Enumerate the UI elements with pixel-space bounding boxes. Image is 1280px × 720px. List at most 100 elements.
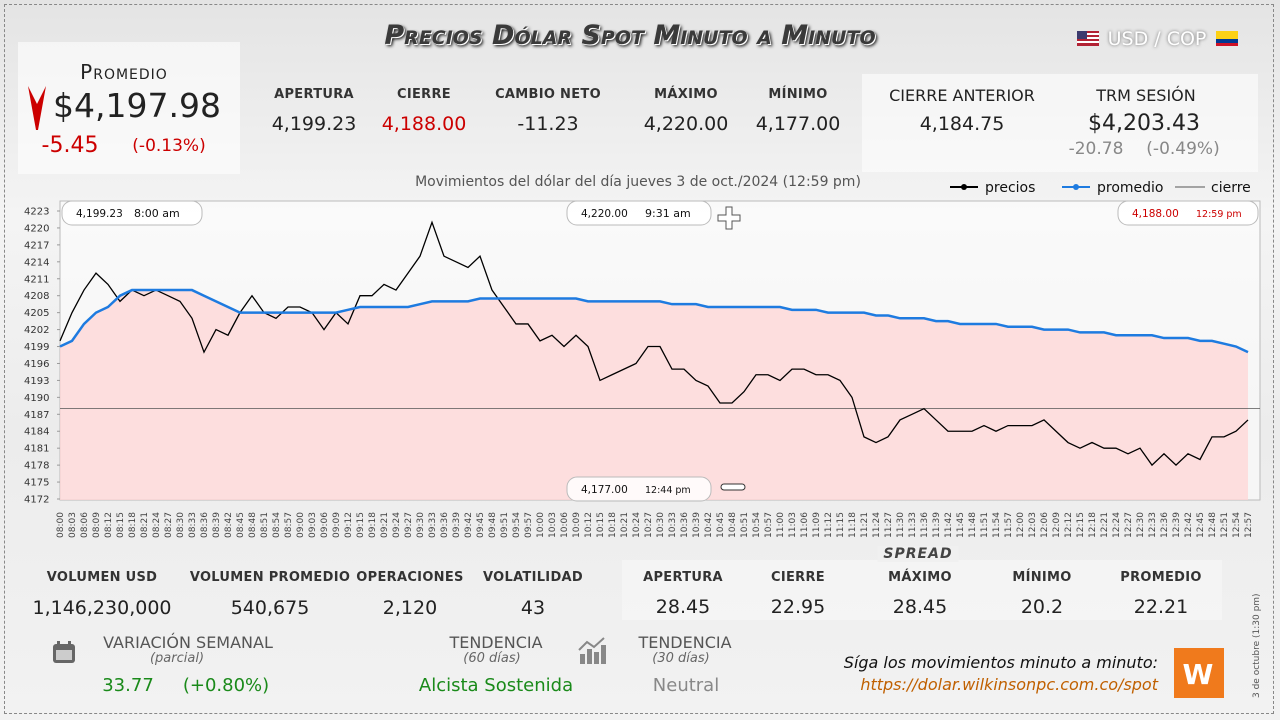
x-tick-label: 09:24	[392, 512, 402, 538]
footer-text: Síga los movimientos minuto a minuto:	[843, 653, 1158, 672]
spread-box	[622, 560, 1222, 620]
x-tick-label: 12:30	[1136, 512, 1146, 538]
stat-label: VOLATILIDAD	[483, 570, 583, 585]
y-tick-label: 4178	[24, 461, 49, 472]
x-tick-label: 11:33	[908, 512, 918, 538]
annotation-value: 4,188.00	[1132, 208, 1179, 220]
trend-icon	[578, 637, 606, 664]
x-tick-label: 12:54	[1232, 512, 1242, 538]
x-tick-label: 12:27	[1124, 512, 1134, 538]
x-tick-label: 11:27	[884, 512, 894, 538]
x-tick-label: 12:48	[1208, 512, 1218, 538]
spread-value: 28.45	[892, 596, 948, 618]
session-label: CAMBIO NETO	[495, 87, 601, 102]
weekly-label: VARIACIÓN SEMANAL	[103, 633, 273, 652]
spread-value: 28.45	[655, 596, 711, 618]
x-tick-label: 11:18	[848, 512, 858, 538]
minus-icon	[720, 483, 746, 491]
x-tick-label: 10:42	[704, 512, 714, 538]
stat-label: VOLUMEN USD	[46, 570, 158, 585]
x-tick-label: 12:36	[1160, 512, 1170, 538]
x-tick-label: 08:57	[284, 512, 294, 538]
x-tick-label: 10:45	[716, 512, 726, 538]
spread-label: APERTURA	[643, 570, 723, 585]
x-tick-label: 10:36	[680, 512, 690, 538]
x-tick-label: 11:57	[1004, 512, 1014, 538]
trend30-sub: (30 días)	[652, 651, 710, 666]
x-tick-label: 09:06	[320, 512, 330, 538]
y-tick-label: 4220	[24, 223, 49, 234]
legend-dot	[1073, 184, 1079, 190]
x-tick-label: 12:03	[1028, 512, 1038, 538]
y-tick-label: 4202	[24, 325, 49, 336]
co-flag	[1216, 31, 1238, 46]
stat-value: 43	[520, 597, 546, 619]
x-tick-label: 09:00	[296, 512, 306, 538]
spread-value: 20.2	[1020, 596, 1064, 618]
annotation-value: 4,177.00	[581, 484, 628, 496]
x-tick-label: 10:00	[536, 512, 546, 538]
y-tick-label: 4172	[24, 495, 49, 506]
x-tick-label: 11:12	[824, 512, 834, 538]
x-tick-label: 10:09	[572, 512, 582, 538]
x-tick-label: 08:42	[224, 512, 234, 538]
weekly-change: 33.77	[102, 675, 154, 696]
x-tick-label: 12:18	[1088, 512, 1098, 538]
x-tick-label: 09:51	[500, 512, 510, 538]
x-tick-label: 12:57	[1244, 512, 1254, 538]
x-tick-label: 08:03	[68, 512, 78, 538]
x-tick-label: 08:06	[80, 512, 90, 538]
x-tick-label: 12:06	[1040, 512, 1050, 538]
calendar-icon	[53, 641, 75, 663]
session-value: 4,220.00	[643, 113, 729, 135]
y-tick-label: 4175	[24, 478, 49, 489]
logo: W	[1174, 648, 1224, 698]
annotation-box	[1117, 200, 1259, 226]
footer-url[interactable]: https://dolar.wilkinsonpc.com.co/spot	[860, 675, 1158, 694]
x-tick-label: 10:03	[548, 512, 558, 538]
x-tick-label: 08:45	[236, 512, 246, 538]
weekly-change-pct: (+0.80%)	[182, 675, 270, 696]
annotation-time: 9:31 am	[645, 207, 691, 220]
y-tick-label: 4205	[24, 308, 49, 319]
x-tick-label: 08:30	[176, 512, 186, 538]
annotation-value: 4,199.23	[76, 208, 123, 220]
x-tick-label: 08:33	[188, 512, 198, 538]
promedio-change: -5.45	[41, 133, 99, 158]
trend30-value: Neutral	[652, 675, 720, 696]
stat-label: VOLUMEN PROMEDIO	[189, 570, 351, 585]
x-tick-label: 11:21	[860, 512, 870, 538]
x-tick-label: 10:12	[584, 512, 594, 538]
x-tick-label: 12:12	[1064, 512, 1074, 538]
x-tick-label: 12:15	[1076, 512, 1086, 538]
session-label: APERTURA	[274, 87, 354, 102]
x-tick-label: 11:03	[788, 512, 798, 538]
session-value: 4,199.23	[271, 113, 357, 135]
x-tick-label: 10:24	[632, 512, 642, 538]
page-title: Precios Dólar Spot Minuto a Minuto	[384, 20, 876, 51]
crosshair-icon	[717, 206, 741, 230]
x-tick-label: 12:42	[1184, 512, 1194, 538]
trm-label: TRM SESIÓN	[1096, 86, 1196, 105]
trend60-sub: (60 días)	[463, 651, 521, 666]
x-tick-label: 11:09	[812, 512, 822, 538]
x-tick-label: 09:27	[404, 512, 414, 538]
y-tick-label: 4199	[24, 342, 49, 353]
trm-value: $4,203.43	[1088, 111, 1200, 136]
x-tick-label: 10:21	[620, 512, 630, 538]
x-tick-label: 12:45	[1196, 512, 1206, 538]
series-line	[59, 220, 1249, 467]
currency-pair: USD / COP	[1107, 28, 1207, 50]
x-tick-label: 11:39	[932, 512, 942, 538]
x-tick-label: 11:06	[800, 512, 810, 538]
x-tick-label: 08:24	[152, 512, 162, 538]
x-tick-label: 12:09	[1052, 512, 1062, 538]
trend60-label: TENDENCIA	[449, 633, 543, 652]
y-tick-label: 4181	[24, 444, 49, 455]
x-tick-label: 10:51	[740, 512, 750, 538]
chart-title: Movimientos del dólar del día jueves 3 d…	[415, 174, 861, 190]
previous-close-value: 4,184.75	[919, 113, 1005, 135]
x-tick-label: 10:18	[608, 512, 618, 538]
spread-title: SPREAD	[877, 546, 959, 562]
